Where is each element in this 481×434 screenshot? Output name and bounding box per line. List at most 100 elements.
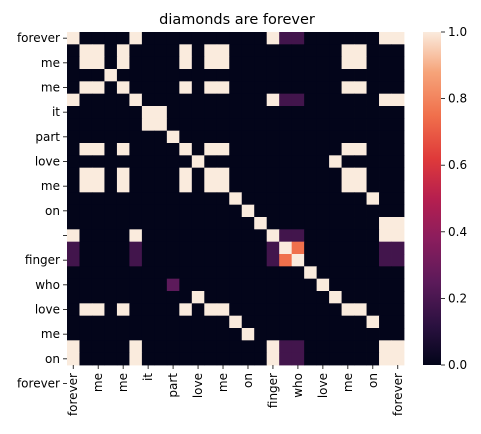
heatmap-cell	[191, 81, 205, 95]
heatmap-cell	[391, 69, 405, 82]
heatmap-cell	[266, 167, 280, 181]
heatmap-cell	[329, 204, 342, 218]
heatmap-cell	[91, 254, 105, 267]
heatmap-cell	[154, 130, 168, 144]
heatmap-cell	[379, 155, 392, 169]
heatmap-cell	[179, 254, 193, 267]
heatmap-cell	[104, 56, 118, 70]
heatmap-cell	[279, 229, 293, 243]
heatmap-cell	[316, 143, 330, 156]
heatmap-cell	[91, 167, 105, 181]
x-tick-label: me	[91, 373, 105, 392]
heatmap-cell	[216, 352, 230, 366]
heatmap-cell	[379, 254, 392, 267]
heatmap-cell	[79, 352, 93, 366]
heatmap-cell	[329, 32, 342, 45]
heatmap-cell	[241, 328, 255, 341]
heatmap-cell	[241, 32, 255, 45]
heatmap-cell	[191, 32, 205, 45]
heatmap-cell	[216, 278, 230, 292]
heatmap-cell	[91, 217, 105, 230]
heatmap-cell	[354, 106, 367, 119]
heatmap-cell	[304, 204, 318, 218]
heatmap-cell	[216, 291, 230, 304]
heatmap-cell	[166, 118, 180, 132]
heatmap-cell	[166, 180, 180, 193]
heatmap-cell	[366, 266, 380, 280]
heatmap-cell	[266, 266, 280, 280]
heatmap-cell	[179, 167, 193, 181]
heatmap-cell	[391, 254, 405, 267]
heatmap-cell	[266, 204, 280, 218]
heatmap-cell	[341, 352, 355, 366]
heatmap-cell	[91, 130, 105, 144]
heatmap-cell	[354, 328, 367, 341]
heatmap-cell	[341, 81, 355, 95]
heatmap-cell	[254, 266, 268, 280]
heatmap-cell	[116, 180, 130, 193]
heatmap-cell	[79, 106, 93, 119]
heatmap-cell	[141, 352, 155, 366]
heatmap-cell	[229, 118, 243, 132]
heatmap-cell	[166, 93, 180, 107]
heatmap-cell	[191, 254, 205, 267]
heatmap-cell	[154, 56, 168, 70]
heatmap-cell	[341, 340, 355, 354]
heatmap-cell	[379, 130, 392, 144]
heatmap-cell	[141, 130, 155, 144]
heatmap-cell	[341, 167, 355, 181]
heatmap-cell	[67, 155, 80, 169]
colorbar-tick-label: 0.2	[448, 291, 467, 305]
heatmap-cell	[79, 254, 93, 267]
heatmap-cell	[166, 315, 180, 329]
heatmap-cell	[279, 217, 293, 230]
heatmap-cell	[379, 32, 392, 45]
colorbar-tick-label: 0.0	[448, 358, 467, 372]
heatmap-cell	[266, 254, 280, 267]
colorbar-tick-label: 0.6	[448, 158, 467, 172]
heatmap-cell	[229, 352, 243, 366]
heatmap-cell	[179, 44, 193, 58]
x-tick-label: forever	[391, 373, 405, 416]
x-tick-label: me	[216, 373, 230, 392]
heatmap-cell	[166, 254, 180, 267]
heatmap-cell	[79, 155, 93, 169]
heatmap-cell	[166, 352, 180, 366]
heatmap-cell	[166, 32, 180, 45]
heatmap-cell	[316, 32, 330, 45]
heatmap-cell	[141, 118, 155, 132]
heatmap-cell	[154, 81, 168, 95]
heatmap-cell	[216, 217, 230, 230]
heatmap-cell	[166, 241, 180, 255]
heatmap-cell	[366, 278, 380, 292]
heatmap-cell	[154, 352, 168, 366]
heatmap-cell	[129, 180, 143, 193]
heatmap-cell	[329, 56, 342, 70]
heatmap-cell	[254, 315, 268, 329]
heatmap-cell	[279, 93, 293, 107]
heatmap-cell	[204, 81, 218, 95]
heatmap-cell	[366, 81, 380, 95]
heatmap-cell	[204, 155, 218, 169]
heatmap-cell	[67, 93, 80, 107]
heatmap-cell	[116, 352, 130, 366]
heatmap-cell	[291, 241, 305, 255]
heatmap-cell	[179, 93, 193, 107]
heatmap-cell	[191, 217, 205, 230]
heatmap-cell	[204, 254, 218, 267]
heatmap-cell	[354, 254, 367, 267]
heatmap-cell	[179, 229, 193, 243]
heatmap-cell	[204, 192, 218, 206]
heatmap-cell	[204, 118, 218, 132]
heatmap-cell	[79, 167, 93, 181]
heatmap-cell	[129, 352, 143, 366]
heatmap-cell	[141, 32, 155, 45]
heatmap-cell	[391, 303, 405, 317]
heatmap-cell	[191, 204, 205, 218]
heatmap-cell	[104, 130, 118, 144]
x-tick-label: finger	[266, 373, 280, 408]
x-tick-label: love	[191, 373, 205, 398]
heatmap-cell	[341, 241, 355, 255]
heatmap-cell	[316, 328, 330, 341]
heatmap-cell	[67, 352, 80, 366]
